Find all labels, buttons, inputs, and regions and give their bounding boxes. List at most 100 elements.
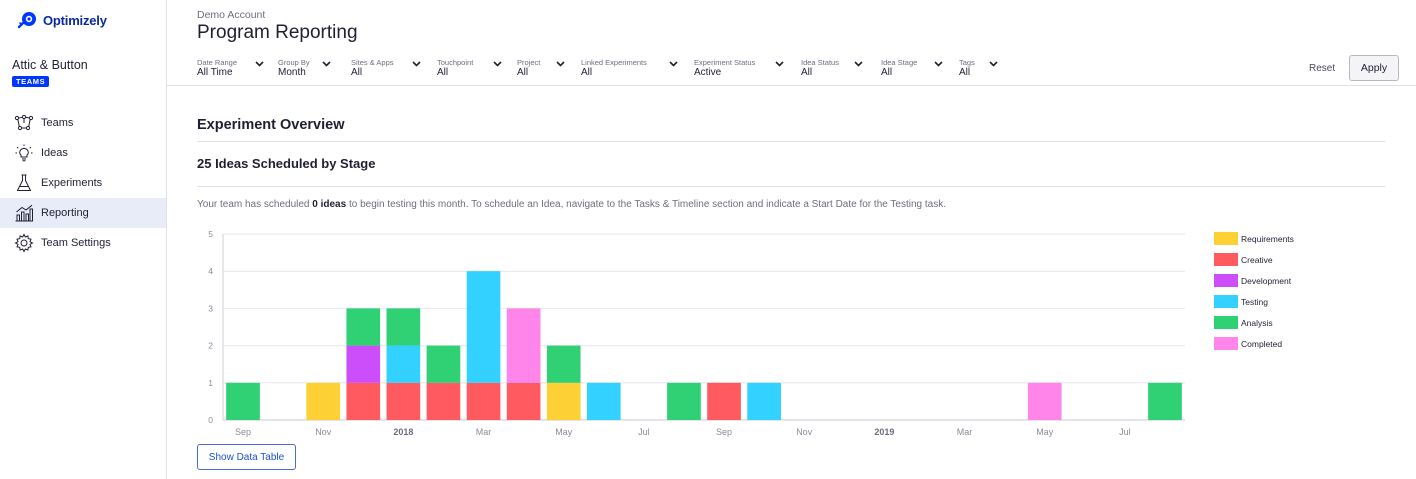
divider [197, 141, 1385, 142]
legend-swatch [1214, 253, 1238, 266]
chevron-down-icon[interactable] [322, 61, 331, 67]
filter-value: Active [694, 67, 722, 78]
bar-creative-2018-03 [466, 382, 501, 420]
filter-label: Date Range [197, 58, 238, 67]
bar-creative-2018-04 [506, 382, 541, 420]
legend-item-completed: Completed [1214, 333, 1294, 354]
chevron-down-icon[interactable] [255, 61, 264, 67]
filter-label: Idea Stage [881, 58, 918, 67]
legend-swatch [1214, 295, 1238, 308]
bar-creative-2018-01 [386, 382, 421, 420]
bar-development-2017-12 [346, 345, 381, 383]
filter-value: All [517, 67, 529, 78]
sidebar-item-experiments[interactable]: Experiments [0, 168, 166, 198]
bar-testing-2018-03 [466, 271, 501, 383]
legend-item-development: Development [1214, 270, 1294, 291]
schedule-description: Your team has scheduled 0 ideas to begin… [197, 199, 946, 210]
legend-item-testing: Testing [1214, 291, 1294, 312]
bar-completed-2019-05 [1027, 382, 1062, 420]
y-tick-label: 1 [208, 378, 213, 388]
x-tick-label: Jul [1119, 427, 1131, 437]
bar-requirements-2018-05 [546, 382, 581, 420]
brand-name: Optimizely [43, 12, 107, 28]
bar-creative-2018-09 [707, 382, 741, 420]
bar-analysis-2017-09 [226, 382, 260, 420]
bar-completed-2018-04 [506, 308, 541, 383]
legend-swatch [1214, 316, 1238, 329]
show-data-table-button[interactable]: Show Data Table [197, 444, 296, 470]
filters-bar: Date Range All Time Group By Month Sites… [167, 53, 1416, 86]
chevron-down-icon[interactable] [775, 61, 784, 67]
filter-value: All [581, 67, 593, 78]
legend-swatch [1214, 274, 1238, 287]
x-tick-label: Mar [476, 427, 492, 437]
filter-sites-apps[interactable]: Sites & Apps All [351, 58, 394, 79]
legend-swatch [1214, 337, 1238, 350]
account-name: Attic & Button [12, 58, 88, 72]
chevron-down-icon[interactable] [854, 61, 863, 67]
filter-project[interactable]: Project All [517, 58, 540, 79]
sidebar-item-teams[interactable]: Teams [0, 108, 166, 138]
filter-date-range[interactable]: Date Range All Time [197, 58, 237, 79]
legend-label: Creative [1241, 254, 1273, 265]
sidebar-item-team-settings[interactable]: Team Settings [0, 228, 166, 258]
sidebar-item-label: Reporting [41, 207, 89, 219]
filter-linked-experiments[interactable]: Linked Experiments All [581, 58, 647, 79]
filter-idea-status[interactable]: Idea Status All [801, 58, 839, 79]
legend-item-creative: Creative [1214, 249, 1294, 270]
filter-idea-stage[interactable]: Idea Stage All [881, 58, 917, 79]
filter-touchpoint[interactable]: Touchpoint All [437, 58, 473, 79]
optimizely-logo-icon [18, 12, 36, 29]
flask-icon [14, 173, 34, 193]
filter-experiment-status[interactable]: Experiment Status Active [694, 58, 755, 79]
filter-value: Month [278, 67, 306, 78]
x-tick-label: 2018 [393, 427, 413, 437]
optimizely-logo[interactable]: Optimizely [18, 10, 107, 30]
legend-swatch [1214, 232, 1238, 245]
reset-button[interactable]: Reset [1309, 63, 1336, 74]
filter-label: Tags [959, 58, 975, 67]
divider [197, 186, 1385, 187]
x-tick-label: Jul [638, 427, 650, 437]
filter-label: Group By [278, 58, 310, 67]
chevron-down-icon[interactable] [412, 61, 421, 67]
lightbulb-icon [14, 143, 34, 163]
filter-value: All [881, 67, 893, 78]
chevron-down-icon[interactable] [556, 61, 565, 67]
x-tick-label: Sep [716, 427, 732, 437]
filter-tags[interactable]: Tags All [959, 58, 975, 79]
filter-value: All [801, 67, 813, 78]
chevron-down-icon[interactable] [934, 61, 943, 67]
legend-item-requirements: Requirements [1214, 228, 1294, 249]
gear-icon [14, 233, 34, 253]
legend-item-analysis: Analysis [1214, 312, 1294, 333]
chart-icon [14, 203, 34, 223]
account-label: Demo Account [197, 9, 266, 21]
bar-testing-2018-06 [586, 382, 621, 420]
y-tick-label: 4 [208, 266, 213, 276]
sidebar-item-ideas[interactable]: Ideas [0, 138, 166, 168]
chart-legend: Requirements Creative Development Testing An… [1214, 228, 1294, 354]
filter-value: All [351, 67, 363, 78]
filter-label: Project [517, 58, 541, 67]
chevron-down-icon[interactable] [989, 61, 998, 67]
chart-heading: 25 Ideas Scheduled by Stage [197, 156, 376, 171]
chevron-down-icon[interactable] [669, 61, 678, 67]
chevron-down-icon[interactable] [493, 61, 502, 67]
filter-label: Linked Experiments [581, 58, 647, 67]
filter-label: Idea Status [801, 58, 839, 67]
sidebar-item-reporting[interactable]: Reporting [0, 198, 166, 228]
legend-label: Requirements [1241, 233, 1294, 244]
teams-badge: TEAMS [12, 76, 50, 87]
bar-creative-2018-02 [426, 382, 461, 420]
legend-label: Analysis [1241, 317, 1273, 328]
bar-analysis-2018-01 [386, 308, 421, 346]
bar-creative-2017-12 [346, 382, 381, 420]
page-title: Program Reporting [197, 22, 358, 43]
filter-group-by[interactable]: Group By Month [278, 58, 310, 79]
y-tick-label: 0 [208, 415, 213, 425]
filter-label: Sites & Apps [351, 58, 394, 67]
sidebar-item-label: Team Settings [41, 237, 111, 249]
apply-button[interactable]: Apply [1349, 55, 1399, 81]
bar-analysis-2017-12 [346, 308, 381, 346]
